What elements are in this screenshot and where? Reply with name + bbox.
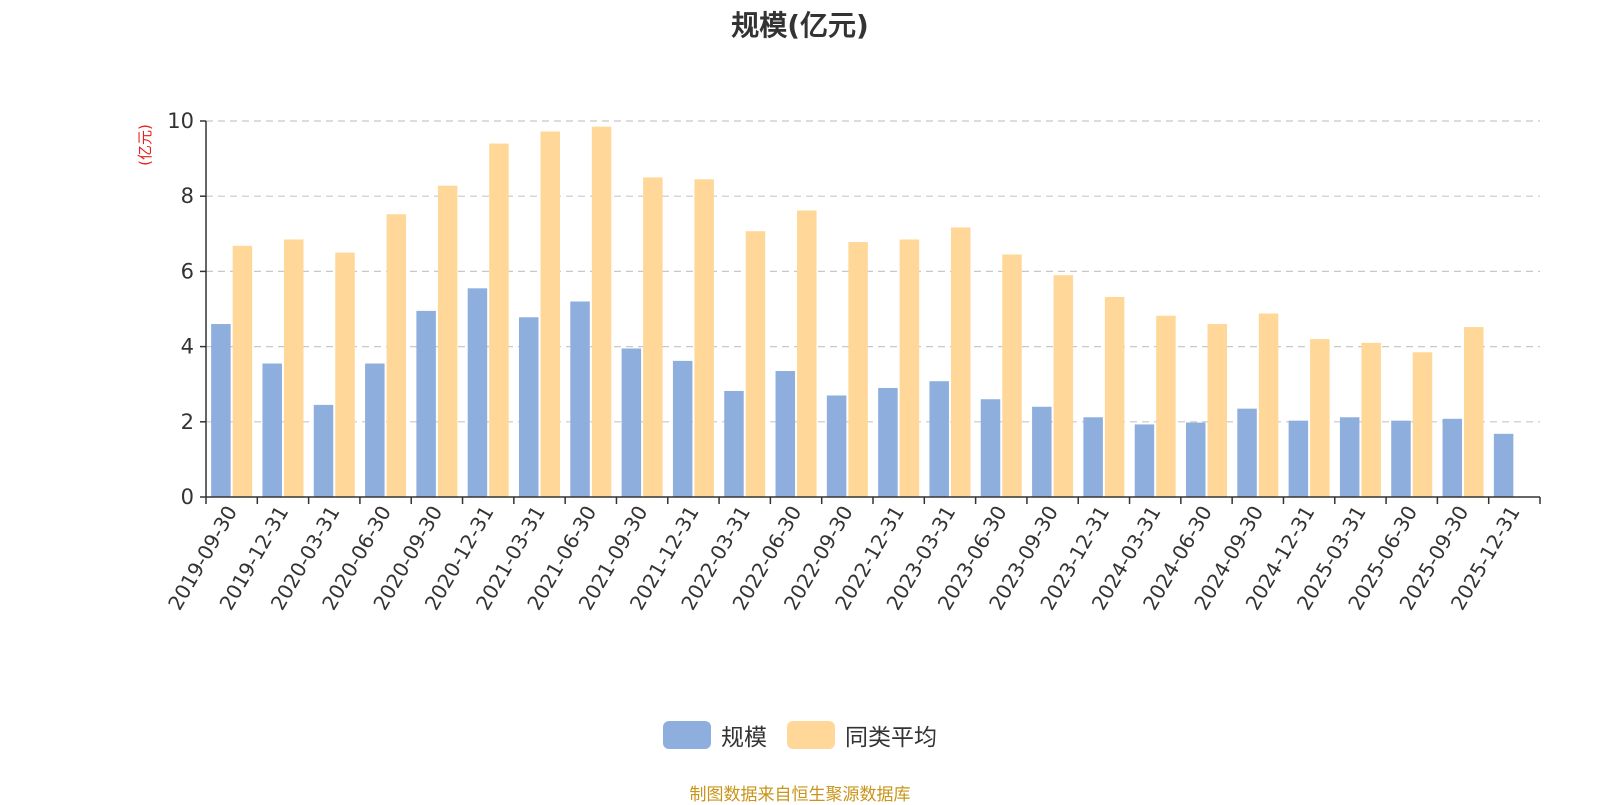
grid-lines <box>206 120 1540 423</box>
bar-scale[interactable] <box>1288 420 1309 497</box>
bar-scale[interactable] <box>467 288 488 497</box>
bar-scale[interactable] <box>672 360 693 497</box>
bar-scale[interactable] <box>262 363 282 497</box>
bar-peer-average[interactable] <box>1412 352 1433 497</box>
bar-peer-average[interactable] <box>899 239 920 497</box>
bar-scale[interactable] <box>1442 418 1463 497</box>
chart-title: 规模(亿元) <box>731 9 869 42</box>
bar-scale[interactable] <box>724 390 744 497</box>
bar-peer-average[interactable] <box>591 126 612 497</box>
bar-scale[interactable] <box>570 301 590 497</box>
bar-scale[interactable] <box>211 324 231 497</box>
legend-swatch-scale <box>663 721 711 749</box>
bar-peer-average[interactable] <box>335 252 355 497</box>
legend-label-scale: 规模 <box>721 725 767 751</box>
y-tick-label: 6 <box>181 259 194 283</box>
bar-peer-average[interactable] <box>1310 339 1330 497</box>
y-tick-label: 0 <box>181 485 194 509</box>
bar-peer-average[interactable] <box>1464 327 1484 497</box>
bar-scale[interactable] <box>416 310 436 497</box>
source-note: 制图数据来自恒生聚源数据库 <box>689 785 911 805</box>
y-axis-unit-label: (亿元) <box>136 124 154 166</box>
y-tick-label: 2 <box>181 410 194 434</box>
legend-swatch-peer-average <box>787 721 835 749</box>
bar-peer-average[interactable] <box>232 245 253 497</box>
bar-peer-average[interactable] <box>1053 275 1074 497</box>
bar-peer-average[interactable] <box>694 179 714 497</box>
y-tick-label: 8 <box>181 184 194 208</box>
bar-scale[interactable] <box>775 371 796 497</box>
legend-item-peer-average[interactable]: 同类平均 <box>787 718 937 752</box>
bar-scale[interactable] <box>1032 406 1052 497</box>
bar-scale[interactable] <box>826 395 847 497</box>
bar-scale[interactable] <box>1391 420 1411 497</box>
bar-scale[interactable] <box>365 363 385 497</box>
bar-peer-average[interactable] <box>1002 254 1022 497</box>
bar-peer-average[interactable] <box>1156 315 1176 497</box>
bar-scale[interactable] <box>1493 433 1514 497</box>
bars <box>211 126 1514 498</box>
bar-peer-average[interactable] <box>1104 296 1125 497</box>
bar-peer-average[interactable] <box>386 214 407 498</box>
bar-scale[interactable] <box>980 399 1001 497</box>
bar-peer-average[interactable] <box>745 231 766 497</box>
bar-peer-average[interactable] <box>283 239 304 497</box>
bar-peer-average[interactable] <box>1258 313 1279 497</box>
y-tick-label: 4 <box>181 335 194 359</box>
bar-scale[interactable] <box>929 381 949 497</box>
bar-peer-average[interactable] <box>797 210 817 497</box>
bar-scale[interactable] <box>878 387 898 497</box>
legend-item-scale[interactable]: 规模 <box>663 718 767 752</box>
bar-scale[interactable] <box>1134 424 1155 497</box>
bar-scale[interactable] <box>1339 417 1360 497</box>
bar-peer-average[interactable] <box>848 242 868 497</box>
bar-peer-average[interactable] <box>437 185 458 497</box>
y-tick-label: 10 <box>167 109 194 133</box>
bar-scale[interactable] <box>519 317 539 497</box>
bar-scale[interactable] <box>1237 408 1257 497</box>
bar-scale[interactable] <box>1083 417 1103 497</box>
bar-peer-average[interactable] <box>1361 342 1381 497</box>
bar-peer-average[interactable] <box>489 143 509 497</box>
legend-label-peer-average: 同类平均 <box>845 725 937 751</box>
bar-scale[interactable] <box>621 348 642 497</box>
bar-peer-average[interactable] <box>950 227 971 497</box>
bar-scale[interactable] <box>313 404 334 497</box>
bar-peer-average[interactable] <box>540 131 561 497</box>
legend: 规模 同类平均 <box>0 718 1600 752</box>
bar-peer-average[interactable] <box>643 177 663 497</box>
bar-scale[interactable] <box>1186 422 1206 497</box>
bar-peer-average[interactable] <box>1207 324 1228 497</box>
